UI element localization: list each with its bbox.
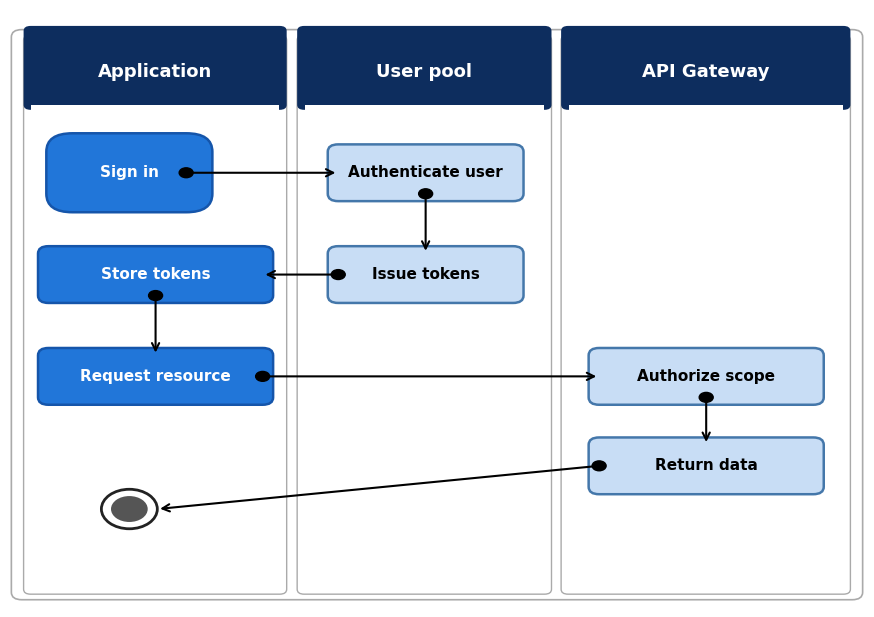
Text: Application: Application [98,64,212,81]
Text: Issue tokens: Issue tokens [371,267,480,282]
FancyBboxPatch shape [38,246,273,303]
Text: Sign in: Sign in [100,165,159,180]
FancyBboxPatch shape [569,105,843,589]
FancyBboxPatch shape [328,144,524,201]
Circle shape [419,189,433,199]
Text: User pool: User pool [377,64,472,81]
FancyBboxPatch shape [561,35,850,594]
FancyBboxPatch shape [561,26,850,110]
FancyBboxPatch shape [24,26,287,110]
Circle shape [179,168,193,178]
Circle shape [101,489,157,529]
Text: Request resource: Request resource [80,369,231,384]
FancyBboxPatch shape [305,105,544,589]
FancyBboxPatch shape [31,105,279,589]
FancyBboxPatch shape [297,35,551,594]
Circle shape [331,270,345,280]
Text: Store tokens: Store tokens [101,267,211,282]
FancyBboxPatch shape [46,133,212,212]
Circle shape [593,461,606,471]
Circle shape [699,392,713,402]
Text: Authenticate user: Authenticate user [348,165,503,180]
Circle shape [149,291,163,300]
FancyBboxPatch shape [38,348,273,405]
FancyBboxPatch shape [328,246,524,303]
Circle shape [111,496,148,522]
Text: Return data: Return data [655,458,758,473]
FancyBboxPatch shape [297,26,551,110]
FancyBboxPatch shape [24,35,287,594]
Circle shape [256,371,269,381]
FancyBboxPatch shape [589,437,823,494]
FancyBboxPatch shape [589,348,823,405]
Text: API Gateway: API Gateway [642,64,769,81]
FancyBboxPatch shape [11,30,863,600]
Text: Authorize scope: Authorize scope [637,369,775,384]
